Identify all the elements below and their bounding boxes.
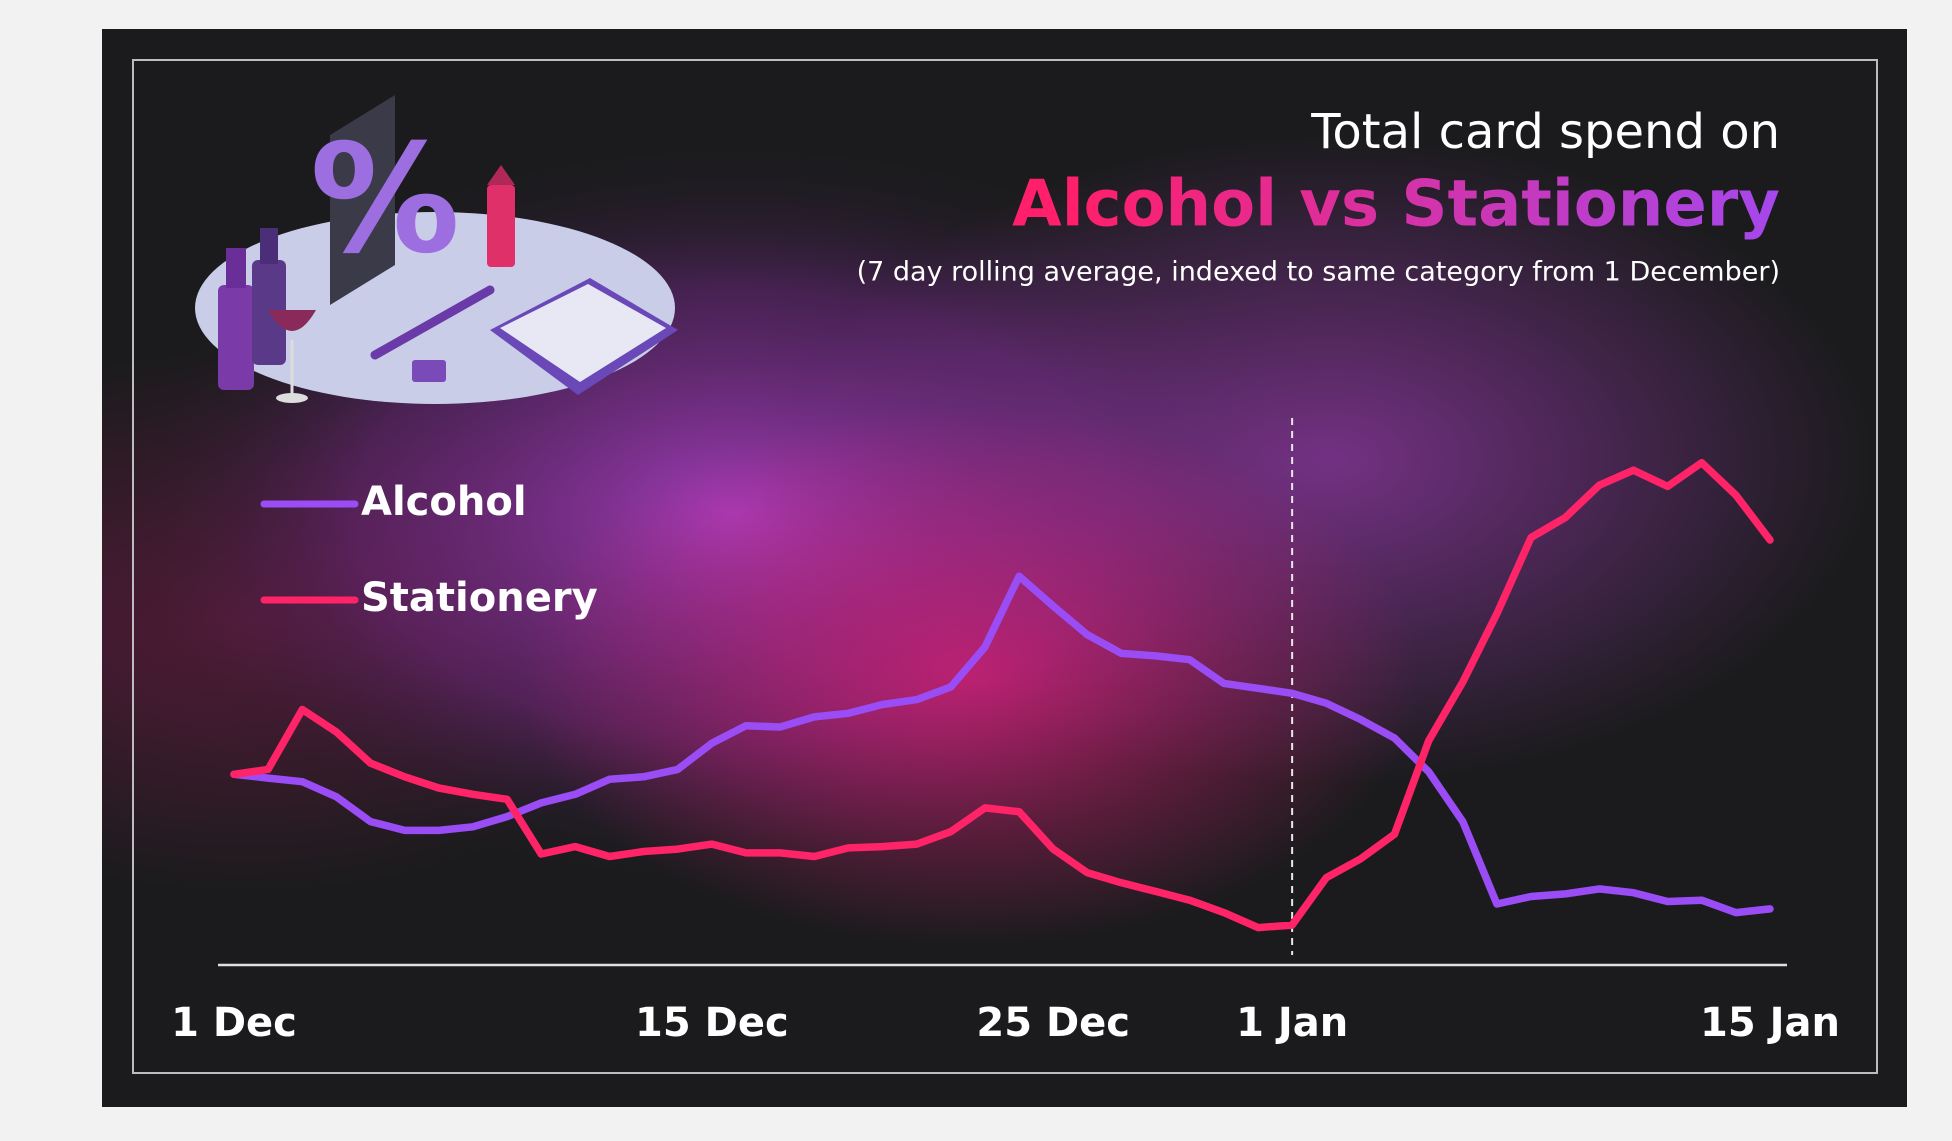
legend-label: Stationery	[361, 575, 598, 621]
x-tick-label: 1 Dec	[171, 1000, 297, 1046]
chart-title: Total card spend on	[1310, 104, 1780, 160]
chart-subtitle: (7 day rolling average, indexed to same …	[857, 257, 1780, 288]
series-line	[230, 458, 1774, 932]
legend-label: Alcohol	[361, 479, 527, 525]
x-tick-label: 15 Dec	[635, 1000, 789, 1046]
frame	[132, 59, 1878, 1074]
svg-text:%: %	[310, 113, 460, 287]
series-line	[230, 572, 1774, 917]
x-tick-label: 25 Dec	[976, 1000, 1130, 1046]
illustration: %	[195, 95, 678, 404]
x-tick-label: 15 Jan	[1700, 1000, 1840, 1046]
chart-title-emphasis: Alcohol vs Stationery	[1012, 168, 1780, 242]
x-tick-label: 1 Jan	[1236, 1000, 1348, 1046]
glow	[102, 29, 1907, 1107]
